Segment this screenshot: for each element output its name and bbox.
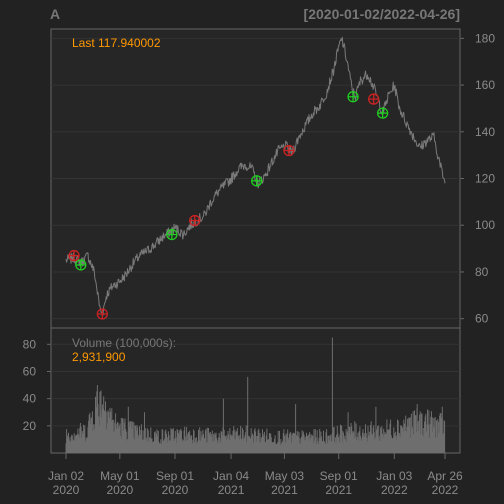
x-tick-label-month: Apr 26	[427, 469, 463, 483]
sell-signal-marker	[368, 93, 380, 105]
buy-signal-marker	[250, 175, 263, 187]
buy-signal-marker	[347, 91, 359, 103]
volume-y-axis: 20 40 60 80	[23, 337, 51, 433]
x-tick-label-month: Jan 04	[213, 469, 249, 483]
x-tick-label-year: 2020	[162, 483, 189, 497]
volume-label: Volume (100,000s):	[72, 336, 176, 350]
price-tick-label: 60	[475, 312, 489, 326]
x-tick-label-year: 2021	[325, 483, 352, 497]
signal-markers	[68, 91, 389, 320]
volume-last-value: 2,931,900	[72, 350, 126, 364]
x-tick-label-month: Jan 02	[48, 469, 84, 483]
symbol-title: A	[50, 6, 60, 22]
volume-bar-series	[65, 391, 446, 453]
date-range-title: [2020-01-02/2022-04-26]	[304, 6, 460, 22]
buy-signal-marker	[377, 107, 389, 119]
price-tick-label: 100	[475, 218, 495, 232]
sell-signal-marker	[68, 249, 80, 262]
x-tick-label-year: 2022	[432, 483, 459, 497]
price-y-axis: 60 80 100 120 140 160 180	[460, 31, 495, 326]
volume-grid	[51, 343, 460, 427]
last-price-label: Last 117.940002	[72, 36, 161, 50]
volume-tick-label: 20	[23, 419, 37, 433]
volume-tick-label: 80	[23, 337, 37, 351]
x-tick-label-month: Sep 01	[320, 469, 358, 483]
price-tick-label: 120	[475, 172, 495, 186]
price-tick-label: 160	[475, 78, 495, 92]
header: A [2020-01-02/2022-04-26]	[50, 6, 460, 22]
volume-tick-label: 40	[23, 392, 37, 406]
volume-tick-label: 60	[23, 364, 37, 378]
x-tick-label-year: 2020	[106, 483, 133, 497]
x-tick-label-year: 2020	[53, 483, 80, 497]
x-tick-label-month: May 03	[265, 469, 305, 483]
x-tick-label-month: Jan 03	[376, 469, 412, 483]
buy-signal-marker	[75, 259, 87, 271]
x-tick-label-year: 2021	[271, 483, 298, 497]
price-grid	[51, 37, 460, 320]
sell-signal-marker	[283, 144, 295, 157]
x-tick-label-year: 2022	[381, 483, 408, 497]
volume-bars	[65, 337, 446, 453]
sell-signal-marker	[96, 308, 108, 320]
x-tick-label-year: 2021	[218, 483, 245, 497]
x-tick-label-month: May 01	[100, 469, 140, 483]
buy-signal-marker	[166, 228, 178, 241]
sell-signal-marker	[189, 214, 201, 227]
x-tick-label-month: Sep 01	[156, 469, 194, 483]
price-tick-label: 140	[475, 125, 495, 139]
price-tick-label: 180	[475, 31, 495, 45]
price-tick-label: 80	[475, 265, 489, 279]
